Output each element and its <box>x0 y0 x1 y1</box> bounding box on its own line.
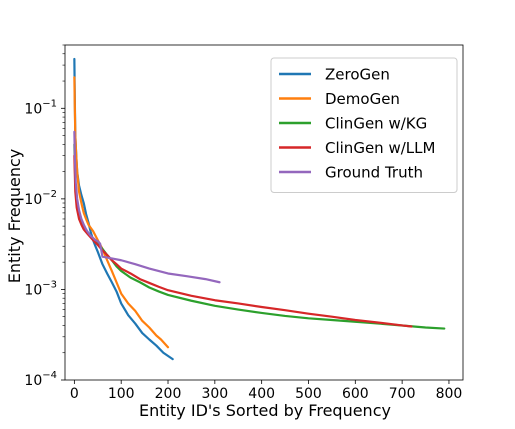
x-axis-label: Entity ID's Sorted by Frequency <box>139 401 391 420</box>
y-tick-label: 10−1 <box>24 98 57 117</box>
legend-label: Ground Truth <box>325 164 423 182</box>
x-tick-label: 400 <box>248 386 275 402</box>
legend-label: DemoGen <box>325 90 400 108</box>
x-tick-label: 600 <box>342 386 369 402</box>
y-tick-label: 10−4 <box>24 370 57 389</box>
plot-frame <box>64 44 464 381</box>
legend-label: ZeroGen <box>325 66 390 84</box>
x-tick-label: 500 <box>295 386 322 402</box>
plot-area: 0 100 200 300 400 500 600 700 800 10−4 10−3 10−2 10−… <box>24 44 464 402</box>
legend-label: ClinGen w/LLM <box>325 139 435 157</box>
series-line-clingen-w-llm <box>73 154 413 328</box>
legend-box <box>270 57 458 193</box>
x-tick-label: 200 <box>155 386 182 402</box>
legend: ZeroGen DemoGen ClinGen w/KG ClinGen w/LLM G… <box>270 57 458 193</box>
x-tick-label: 800 <box>436 386 463 402</box>
series-line-zerogen <box>73 57 174 361</box>
x-tick-label: 300 <box>201 386 228 402</box>
y-tick-label: 10−2 <box>24 189 57 208</box>
y-axis-label: Entity Frequency <box>5 149 24 283</box>
legend-label: ClinGen w/KG <box>325 115 427 133</box>
x-tick-label: 100 <box>108 386 135 402</box>
series-line-ground-truth <box>73 130 221 284</box>
x-tick-label: 700 <box>389 386 416 402</box>
x-tick-label: 0 <box>70 386 79 402</box>
series-line-demogen <box>73 76 170 349</box>
y-tick-label: 10−3 <box>24 279 57 298</box>
